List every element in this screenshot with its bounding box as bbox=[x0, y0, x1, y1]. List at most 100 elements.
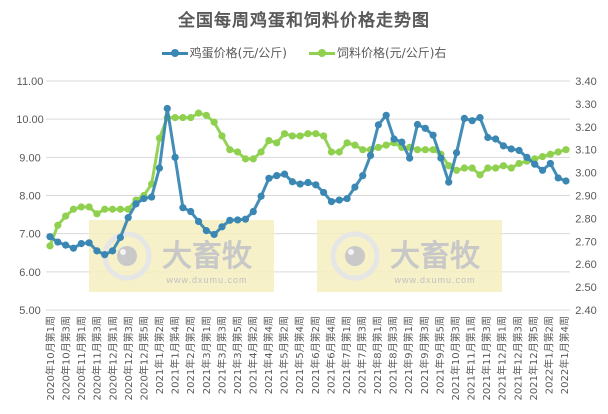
data-point[interactable] bbox=[445, 162, 453, 170]
data-point[interactable] bbox=[382, 141, 390, 149]
data-point[interactable] bbox=[132, 200, 140, 208]
data-point[interactable] bbox=[210, 230, 218, 239]
data-point[interactable] bbox=[304, 130, 312, 138]
data-point[interactable] bbox=[62, 212, 70, 220]
data-point[interactable] bbox=[492, 164, 500, 172]
data-point[interactable] bbox=[194, 217, 203, 226]
data-point[interactable] bbox=[538, 166, 547, 174]
data-point[interactable] bbox=[554, 148, 562, 156]
data-point[interactable] bbox=[413, 146, 422, 154]
data-point[interactable] bbox=[85, 203, 93, 211]
data-point[interactable] bbox=[77, 239, 85, 248]
data-point[interactable] bbox=[452, 149, 461, 157]
data-point[interactable] bbox=[343, 194, 351, 203]
legend-item-feed[interactable]: 饲料价格(元/公斤)右 bbox=[309, 44, 446, 61]
data-point[interactable] bbox=[366, 151, 375, 160]
data-point[interactable] bbox=[515, 146, 523, 155]
data-point[interactable] bbox=[265, 174, 273, 182]
data-point[interactable] bbox=[101, 251, 109, 259]
data-point[interactable] bbox=[249, 207, 257, 216]
data-point[interactable] bbox=[108, 205, 117, 213]
data-point[interactable] bbox=[288, 132, 296, 140]
data-point[interactable] bbox=[492, 135, 500, 143]
data-point[interactable] bbox=[46, 233, 54, 241]
data-point[interactable] bbox=[171, 153, 179, 161]
data-point[interactable] bbox=[273, 139, 281, 147]
data-point[interactable] bbox=[429, 146, 437, 154]
data-point[interactable] bbox=[226, 216, 234, 224]
data-point[interactable] bbox=[398, 138, 406, 146]
data-point[interactable] bbox=[69, 205, 78, 213]
data-point[interactable] bbox=[93, 210, 101, 218]
data-point[interactable] bbox=[280, 130, 289, 138]
data-point[interactable] bbox=[429, 131, 437, 139]
data-point[interactable] bbox=[187, 114, 195, 122]
data-point[interactable] bbox=[406, 154, 414, 162]
data-point[interactable] bbox=[140, 194, 148, 203]
data-point[interactable] bbox=[249, 155, 257, 163]
data-point[interactable] bbox=[546, 159, 554, 168]
data-point[interactable] bbox=[335, 196, 343, 204]
data-point[interactable] bbox=[327, 198, 336, 206]
data-point[interactable] bbox=[124, 214, 132, 222]
data-point[interactable] bbox=[234, 216, 242, 224]
data-point[interactable] bbox=[179, 114, 187, 122]
data-point[interactable] bbox=[351, 141, 359, 149]
data-point[interactable] bbox=[437, 154, 445, 162]
data-point[interactable] bbox=[54, 221, 62, 229]
data-point[interactable] bbox=[171, 114, 179, 122]
data-point[interactable] bbox=[484, 133, 492, 142]
data-point[interactable] bbox=[562, 177, 570, 185]
data-point[interactable] bbox=[374, 143, 382, 152]
data-point[interactable] bbox=[546, 150, 554, 158]
data-point[interactable] bbox=[515, 159, 523, 168]
data-point[interactable] bbox=[507, 164, 515, 172]
data-point[interactable] bbox=[265, 136, 273, 145]
data-point[interactable] bbox=[218, 132, 226, 140]
data-point[interactable] bbox=[85, 239, 93, 247]
data-point[interactable] bbox=[77, 203, 85, 211]
data-point[interactable] bbox=[562, 146, 570, 154]
data-point[interactable] bbox=[148, 193, 156, 201]
data-point[interactable] bbox=[155, 164, 164, 172]
data-point[interactable] bbox=[296, 180, 304, 188]
data-point[interactable] bbox=[460, 114, 468, 123]
data-point[interactable] bbox=[476, 114, 484, 122]
data-point[interactable] bbox=[116, 205, 124, 213]
data-point[interactable] bbox=[390, 135, 398, 143]
data-point[interactable] bbox=[202, 227, 210, 235]
data-point[interactable] bbox=[320, 188, 328, 197]
data-point[interactable] bbox=[155, 134, 164, 142]
data-point[interactable] bbox=[296, 132, 304, 140]
data-point[interactable] bbox=[124, 205, 132, 213]
data-point[interactable] bbox=[234, 148, 242, 156]
data-point[interactable] bbox=[226, 146, 234, 154]
data-point[interactable] bbox=[335, 148, 343, 156]
data-point[interactable] bbox=[531, 160, 539, 168]
data-point[interactable] bbox=[312, 130, 320, 138]
data-point[interactable] bbox=[445, 178, 453, 186]
data-point[interactable] bbox=[484, 164, 492, 172]
data-point[interactable] bbox=[413, 120, 422, 129]
data-point[interactable] bbox=[101, 205, 109, 213]
data-point[interactable] bbox=[257, 192, 265, 200]
data-point[interactable] bbox=[499, 162, 508, 170]
data-point[interactable] bbox=[62, 241, 70, 249]
data-point[interactable] bbox=[382, 111, 390, 119]
data-point[interactable] bbox=[351, 183, 359, 191]
data-point[interactable] bbox=[538, 152, 547, 161]
data-point[interactable] bbox=[468, 164, 476, 172]
data-point[interactable] bbox=[523, 153, 531, 161]
data-point[interactable] bbox=[468, 117, 476, 125]
data-point[interactable] bbox=[108, 247, 117, 255]
data-point[interactable] bbox=[257, 148, 265, 156]
data-point[interactable] bbox=[46, 242, 54, 250]
data-point[interactable] bbox=[69, 244, 78, 252]
data-point[interactable] bbox=[202, 111, 210, 119]
data-point[interactable] bbox=[343, 139, 351, 147]
data-point[interactable] bbox=[194, 109, 203, 117]
data-point[interactable] bbox=[218, 223, 226, 231]
data-point[interactable] bbox=[93, 247, 101, 255]
data-point[interactable] bbox=[210, 118, 218, 126]
data-point[interactable] bbox=[452, 166, 461, 174]
